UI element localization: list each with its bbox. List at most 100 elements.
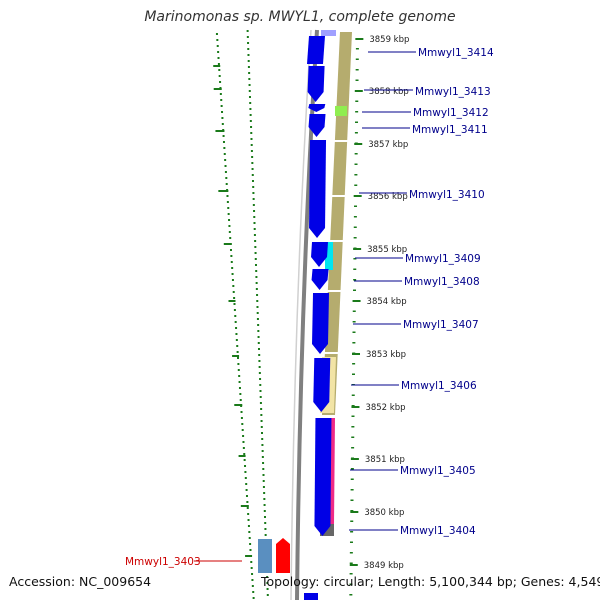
gene-label: Mmwyl1_3410 (409, 189, 485, 201)
reverse-gene (276, 538, 290, 573)
ruler-minor-tick (350, 457, 354, 459)
ruler-tick-label: 3857 kbp (368, 140, 408, 150)
ruler-minor-tick (353, 258, 357, 260)
gc-dot (245, 495, 248, 497)
gc-dot (215, 33, 218, 35)
gc-dot (253, 228, 256, 230)
ruler-minor-tick (352, 300, 356, 302)
gc-dot (234, 315, 237, 317)
gc-dot (263, 510, 266, 512)
gc-dot (252, 597, 255, 599)
gc-dot (244, 465, 247, 467)
gc-dot (250, 150, 253, 152)
feature-segment (325, 242, 333, 270)
gc-dot (224, 165, 227, 167)
gc-dot (249, 120, 252, 122)
gc-dot (217, 51, 220, 53)
gc-dot (223, 153, 226, 155)
ruler-minor-tick (349, 552, 353, 554)
gc-dot (239, 399, 242, 401)
gc-dot (256, 318, 259, 320)
gene-label: Mmwyl1_3414 (418, 47, 494, 59)
gc-dot (246, 30, 249, 32)
gene-label: Mmwyl1_3413 (415, 86, 491, 98)
gc-dot (254, 246, 257, 248)
gc-dot (244, 477, 247, 479)
gc-dot (247, 48, 250, 50)
gc-dot (222, 135, 225, 137)
gc-dot (242, 441, 245, 443)
gc-dot (252, 186, 255, 188)
ruler: 3859 kbp 3858 kbp 3857 kbp 3856 kbp 3855 kbp… (349, 35, 409, 596)
ruler-tick-label: 3853 kbp (366, 350, 406, 360)
ruler-tick-label: 3859 kbp (369, 35, 409, 45)
gc-dot (229, 237, 232, 239)
ruler-minor-tick (349, 573, 353, 575)
ruler-minor-tick (355, 100, 359, 102)
gc-dot (248, 96, 251, 98)
gc-dot (243, 453, 246, 455)
feature-gap (318, 140, 354, 142)
gc-dot (236, 351, 239, 353)
ruler-tick-label: 3850 kbp (364, 508, 404, 518)
map-title: Marinomonas sp. MWYL1, complete genome (144, 9, 456, 25)
ruler-tick (350, 458, 359, 460)
ruler-tick (354, 143, 363, 145)
gc-dot (263, 492, 266, 494)
ruler-minor-tick (354, 205, 358, 207)
feature-gap (318, 290, 354, 292)
gc-dot (238, 381, 241, 383)
feature-segment (335, 106, 347, 116)
gc-dot (253, 222, 256, 224)
gc-dot (253, 210, 256, 212)
gc-dot (259, 402, 262, 404)
gc-dot (259, 384, 262, 386)
ruler-tick-label: 3855 kbp (367, 245, 407, 255)
gc-dot (247, 519, 250, 521)
ruler-minor-tick (350, 499, 354, 501)
gene-arrow (304, 593, 318, 600)
gene-label: Mmwyl1_3412 (413, 107, 489, 119)
gc-dot (253, 234, 256, 236)
ruler-minor-tick (350, 478, 354, 480)
gc-dot (237, 357, 240, 359)
gc-dot (257, 330, 260, 332)
gc-tick (234, 404, 243, 406)
ruler-minor-tick (350, 489, 354, 491)
gc-dot (249, 102, 252, 104)
gc-dot (251, 579, 254, 581)
gc-dot (260, 414, 263, 416)
gene-label: Mmwyl1_3403 (125, 556, 201, 568)
gc-dot (232, 291, 235, 293)
ruler-tick (349, 564, 358, 566)
ruler-minor-tick (351, 394, 355, 396)
gc-dot (221, 123, 224, 125)
ruler-tick (350, 511, 359, 513)
ruler-tick-label: 3849 kbp (364, 561, 404, 571)
gc-dot (226, 201, 229, 203)
gc-dot (242, 435, 245, 437)
ruler-minor-tick (350, 468, 354, 470)
gc-dot (224, 171, 227, 173)
gc-dot (247, 60, 250, 62)
gc-dot (227, 207, 230, 209)
gc-dot (250, 132, 253, 134)
gc-dot (266, 594, 269, 596)
gene-arrow (311, 269, 329, 290)
ruler-minor-tick (349, 562, 353, 564)
ruler-minor-tick (352, 310, 356, 312)
gc-dot (250, 138, 253, 140)
gc-dot (251, 162, 254, 164)
gc-dot (223, 147, 226, 149)
gene-label: Mmwyl1_3407 (403, 319, 479, 331)
gc-dot (258, 366, 261, 368)
gene-arrow (314, 418, 332, 536)
ruler-minor-tick (349, 594, 353, 596)
gc-dot (240, 417, 243, 419)
gene-arrow (309, 140, 327, 238)
gc-dot (255, 276, 258, 278)
ruler-tick-label: 3858 kbp (369, 87, 409, 97)
ruler-minor-tick (349, 583, 353, 585)
reverse-gene (258, 539, 272, 573)
